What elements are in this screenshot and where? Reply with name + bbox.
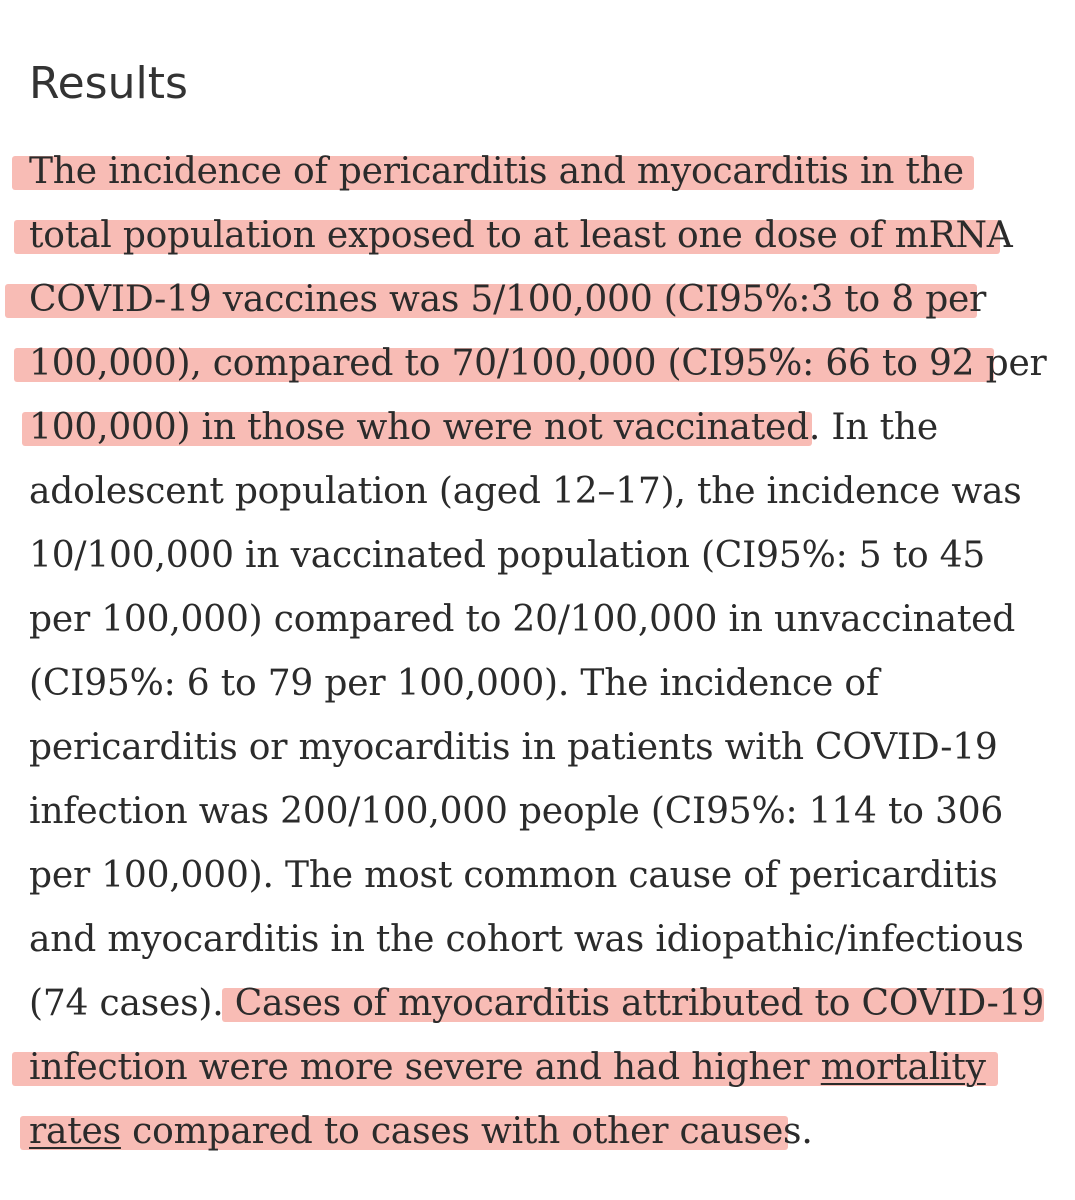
text-line: The incidence of pericarditis and myocar… — [29, 151, 964, 192]
highlight-mark — [22, 412, 812, 446]
highlight-mark — [14, 348, 994, 382]
text-line: per 100,000). The most common cause of p… — [29, 855, 998, 896]
text-line: per 100,000) compared to 20/100,000 in u… — [29, 599, 1016, 640]
text-line: pericarditis or myocarditis in patients … — [29, 727, 998, 768]
section-heading: Results — [29, 58, 188, 109]
highlight-mark — [222, 988, 1044, 1022]
text-line: 100,000) in those who were not vaccinate… — [29, 407, 939, 448]
highlight-mark — [5, 284, 977, 318]
text-line: (74 cases). Cases of myocarditis attribu… — [29, 983, 1045, 1024]
text-line: infection were more severe and had highe… — [29, 1047, 986, 1088]
text-line: 100,000), compared to 70/100,000 (CI95%:… — [29, 343, 1047, 384]
text-line: (CI95%: 6 to 79 per 100,000). The incide… — [29, 663, 879, 704]
text-line: COVID-19 vaccines was 5/100,000 (CI95%:3… — [29, 279, 987, 320]
text-line: adolescent population (aged 12–17), the … — [29, 471, 1022, 512]
text-line: 10/100,000 in vaccinated population (CI9… — [29, 535, 986, 576]
text-line: infection was 200/100,000 people (CI95%:… — [29, 791, 1004, 832]
mortality-rates-link[interactable]: mortality — [820, 1047, 986, 1088]
highlight-mark — [12, 156, 974, 190]
text-line: and myocarditis in the cohort was idiopa… — [29, 919, 1024, 960]
mortality-rates-link[interactable]: rates — [29, 1111, 121, 1152]
highlight-mark — [14, 220, 1000, 254]
highlight-mark — [12, 1052, 998, 1086]
text-line: rates compared to cases with other cause… — [29, 1111, 813, 1152]
highlight-mark — [20, 1116, 788, 1150]
text-line: total population exposed to at least one… — [29, 215, 1013, 256]
